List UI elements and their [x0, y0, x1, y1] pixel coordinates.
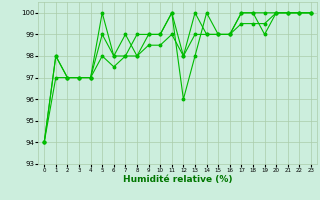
X-axis label: Humidité relative (%): Humidité relative (%) — [123, 175, 232, 184]
